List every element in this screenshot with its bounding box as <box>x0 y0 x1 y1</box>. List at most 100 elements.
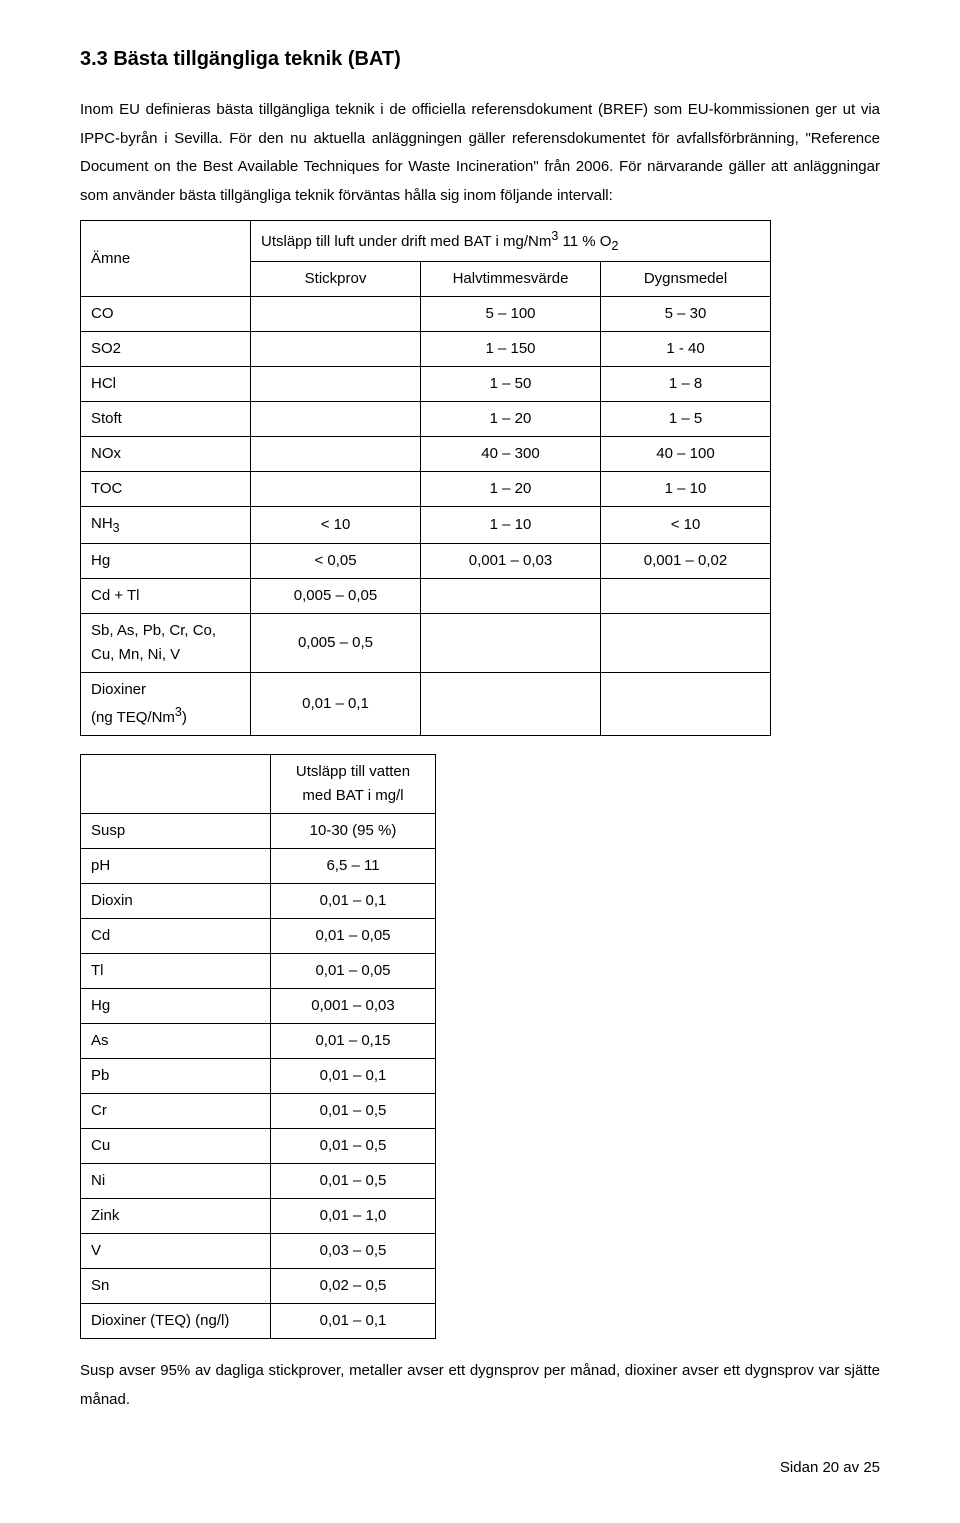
air-cell-label: CO <box>81 297 251 332</box>
table-row: V0,03 – 0,5 <box>81 1234 436 1269</box>
table-row: Cd + Tl0,005 – 0,05 <box>81 579 771 614</box>
air-cell-halvtim: 0,001 – 0,03 <box>421 544 601 579</box>
water-header-blank <box>81 755 271 814</box>
air-cell-dygnsmedel: 1 – 8 <box>601 367 771 402</box>
table-row: CO 5 – 1005 – 30 <box>81 297 771 332</box>
table-row: SO2 1 – 1501 - 40 <box>81 332 771 367</box>
table-row: Cu0,01 – 0,5 <box>81 1129 436 1164</box>
water-cell-label: Cr <box>81 1094 271 1129</box>
table-row: Pb0,01 – 0,1 <box>81 1059 436 1094</box>
intro-paragraph: Inom EU definieras bästa tillgängliga te… <box>80 96 880 210</box>
water-cell-label: Cd <box>81 919 271 954</box>
water-cell-value: 0,01 – 0,5 <box>271 1094 436 1129</box>
air-cell-halvtim <box>421 673 601 736</box>
air-cell-label: Dioxiner(ng TEQ/Nm3) <box>81 673 251 736</box>
table-row: Dioxiner(ng TEQ/Nm3)0,01 – 0,1 <box>81 673 771 736</box>
air-cell-dygnsmedel: 0,001 – 0,02 <box>601 544 771 579</box>
footnote-paragraph: Susp avser 95% av dagliga stickprover, m… <box>80 1357 880 1414</box>
table-row: Cr0,01 – 0,5 <box>81 1094 436 1129</box>
air-cell-halvtim: 1 – 20 <box>421 472 601 507</box>
water-cell-value: 0,01 – 0,05 <box>271 919 436 954</box>
air-cell-label: NOx <box>81 437 251 472</box>
air-cell-dygnsmedel: 40 – 100 <box>601 437 771 472</box>
air-emissions-table: Ämne Utsläpp till luft under drift med B… <box>80 220 771 736</box>
air-cell-stickprov <box>251 297 421 332</box>
air-cell-halvtim: 1 – 10 <box>421 507 601 544</box>
table-row: Dioxiner (TEQ) (ng/l)0,01 – 0,1 <box>81 1304 436 1339</box>
table-row: Cd0,01 – 0,05 <box>81 919 436 954</box>
table-row: Susp10-30 (95 %) <box>81 814 436 849</box>
air-cell-stickprov: < 0,05 <box>251 544 421 579</box>
air-cell-dygnsmedel: 1 – 10 <box>601 472 771 507</box>
air-cell-dygnsmedel: 1 – 5 <box>601 402 771 437</box>
table-row: Zink0,01 – 1,0 <box>81 1199 436 1234</box>
water-cell-label: Ni <box>81 1164 271 1199</box>
water-cell-label: Sn <box>81 1269 271 1304</box>
air-cell-label: TOC <box>81 472 251 507</box>
air-cell-stickprov: < 10 <box>251 507 421 544</box>
air-cell-stickprov: 0,005 – 0,05 <box>251 579 421 614</box>
air-cell-dygnsmedel: 5 – 30 <box>601 297 771 332</box>
water-cell-label: Tl <box>81 954 271 989</box>
air-cell-dygnsmedel <box>601 614 771 673</box>
section-heading: 3.3 Bästa tillgängliga teknik (BAT) <box>80 40 880 78</box>
water-cell-value: 0,001 – 0,03 <box>271 989 436 1024</box>
table-row: HCl1 – 501 – 8 <box>81 367 771 402</box>
water-cell-value: 0,01 – 0,1 <box>271 1059 436 1094</box>
water-cell-label: Dioxiner (TEQ) (ng/l) <box>81 1304 271 1339</box>
air-cell-dygnsmedel <box>601 673 771 736</box>
table-row: NOx 40 – 30040 – 100 <box>81 437 771 472</box>
water-emissions-table: Utsläpp till vattenmed BAT i mg/l Susp10… <box>80 754 436 1339</box>
table-row: Sn0,02 – 0,5 <box>81 1269 436 1304</box>
table-row: pH6,5 – 11 <box>81 849 436 884</box>
table-row: As0,01 – 0,15 <box>81 1024 436 1059</box>
water-cell-value: 10-30 (95 %) <box>271 814 436 849</box>
air-caption: Utsläpp till luft under drift med BAT i … <box>251 221 771 262</box>
table-row: Hg0,001 – 0,03 <box>81 989 436 1024</box>
air-cell-dygnsmedel: < 10 <box>601 507 771 544</box>
air-cell-label: SO2 <box>81 332 251 367</box>
air-cell-halvtim: 5 – 100 <box>421 297 601 332</box>
air-subheader-stickprov: Stickprov <box>251 262 421 297</box>
air-cell-stickprov <box>251 367 421 402</box>
air-cell-halvtim: 1 – 150 <box>421 332 601 367</box>
table-row: Ni0,01 – 0,5 <box>81 1164 436 1199</box>
water-cell-value: 0,02 – 0,5 <box>271 1269 436 1304</box>
air-cell-halvtim: 40 – 300 <box>421 437 601 472</box>
water-cell-label: Dioxin <box>81 884 271 919</box>
air-cell-stickprov: 0,01 – 0,1 <box>251 673 421 736</box>
air-subheader-halvtimmesvarde: Halvtimmesvärde <box>421 262 601 297</box>
air-cell-halvtim: 1 – 20 <box>421 402 601 437</box>
water-cell-label: Zink <box>81 1199 271 1234</box>
air-cell-halvtim: 1 – 50 <box>421 367 601 402</box>
water-cell-label: Susp <box>81 814 271 849</box>
water-cell-value: 0,01 – 0,05 <box>271 954 436 989</box>
table-row: Sb, As, Pb, Cr, Co,Cu, Mn, Ni, V0,005 – … <box>81 614 771 673</box>
water-header: Utsläpp till vattenmed BAT i mg/l <box>271 755 436 814</box>
water-cell-value: 0,01 – 0,1 <box>271 884 436 919</box>
air-cell-label: Sb, As, Pb, Cr, Co,Cu, Mn, Ni, V <box>81 614 251 673</box>
air-cell-dygnsmedel: 1 - 40 <box>601 332 771 367</box>
page-footer: Sidan 20 av 25 <box>80 1454 880 1483</box>
water-cell-value: 0,01 – 1,0 <box>271 1199 436 1234</box>
air-cell-label: Stoft <box>81 402 251 437</box>
water-cell-value: 6,5 – 11 <box>271 849 436 884</box>
air-cell-stickprov <box>251 472 421 507</box>
water-cell-label: Hg <box>81 989 271 1024</box>
water-cell-value: 0,01 – 0,5 <box>271 1129 436 1164</box>
table-row: Tl0,01 – 0,05 <box>81 954 436 989</box>
air-cell-stickprov <box>251 402 421 437</box>
table-row: Dioxin0,01 – 0,1 <box>81 884 436 919</box>
air-cell-label: Cd + Tl <box>81 579 251 614</box>
water-cell-label: pH <box>81 849 271 884</box>
table-row: NH3< 101 – 10< 10 <box>81 507 771 544</box>
air-cell-label: Hg <box>81 544 251 579</box>
water-cell-label: Pb <box>81 1059 271 1094</box>
air-subheader-dygnsmedel: Dygnsmedel <box>601 262 771 297</box>
table-row: Stoft 1 – 201 – 5 <box>81 402 771 437</box>
water-cell-value: 0,01 – 0,5 <box>271 1164 436 1199</box>
water-cell-label: As <box>81 1024 271 1059</box>
water-cell-value: 0,01 – 0,15 <box>271 1024 436 1059</box>
air-cell-stickprov <box>251 332 421 367</box>
air-col-header-amne: Ämne <box>81 221 251 297</box>
